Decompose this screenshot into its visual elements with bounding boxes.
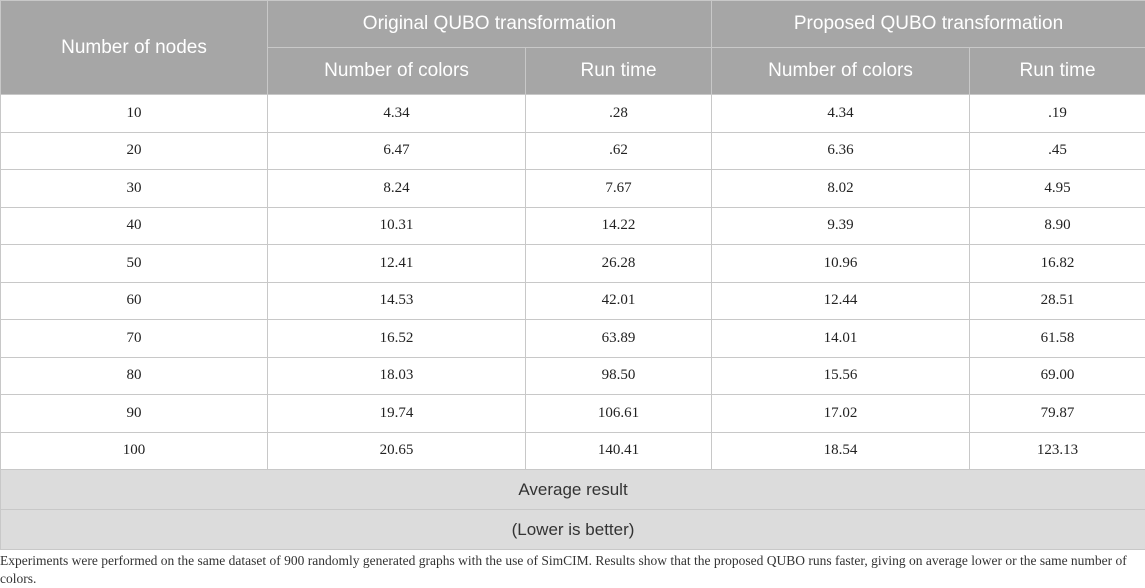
table-footnote: Experiments were performed on the same d… xyxy=(0,553,1127,586)
results-table: Number of nodes Original QUBO transforma… xyxy=(0,0,1145,550)
cell-proposed-colors: 12.44 xyxy=(711,281,971,320)
cell-proposed-colors: 9.39 xyxy=(711,206,971,245)
cell-proposed-colors: 6.36 xyxy=(711,131,971,170)
header-proposed-runtime: Run time xyxy=(969,47,1145,95)
cell-proposed-colors: 4.34 xyxy=(711,94,971,133)
table-body: 10 4.34.28 4.34.19 20 6.47.62 6.36.45 30 8.24 7.… xyxy=(0,94,1145,470)
cell-nodes: 50 xyxy=(0,244,268,283)
header-row-metrics: Number of colors Run time Number of colo… xyxy=(1,47,1145,95)
table-row: 30 8.24 7.67 8.02 4.95 xyxy=(0,169,1145,208)
table-row: 40 10.31 14.22 9.39 8.90 xyxy=(0,206,1145,245)
lower-is-better-note: (Lower is better) xyxy=(0,509,1145,550)
cell-proposed-runtime: 123.13 xyxy=(969,431,1145,470)
cell-original-runtime: 140.41 xyxy=(524,431,713,470)
cell-proposed-runtime: 28.51 xyxy=(969,281,1145,320)
cell-original-runtime: .28 xyxy=(524,94,713,133)
cell-proposed-runtime: .45 xyxy=(969,131,1145,170)
cell-proposed-runtime: 69.00 xyxy=(969,356,1145,395)
table-row: 70 16.52 63.89 14.01 61.58 xyxy=(0,319,1145,358)
cell-nodes: 30 xyxy=(0,169,268,208)
cell-proposed-colors: 8.02 xyxy=(711,169,971,208)
cell-original-colors: 18.03 xyxy=(267,356,526,395)
header-original-colors: Number of colors xyxy=(267,47,526,95)
cell-original-runtime: 98.50 xyxy=(524,356,713,395)
average-result-label: Average result xyxy=(0,469,1145,510)
cell-original-colors: 14.53 xyxy=(267,281,526,320)
cell-nodes: 10 xyxy=(0,94,268,133)
table-header: Number of nodes Original QUBO transforma… xyxy=(0,0,1145,95)
cell-proposed-runtime: 4.95 xyxy=(969,169,1145,208)
cell-original-runtime: 106.61 xyxy=(524,394,713,433)
table-row: 80 18.03 98.50 15.56 69.00 xyxy=(0,356,1145,395)
cell-original-colors: 16.52 xyxy=(267,319,526,358)
header-number-of-nodes: Number of nodes xyxy=(0,0,268,95)
table-summary: Average result (Lower is better) xyxy=(0,469,1145,550)
table-row: 90 19.74 106.61 17.02 79.87 xyxy=(0,394,1145,433)
header-row-groups: Number of nodes Original QUBO transforma… xyxy=(0,0,1145,95)
cell-proposed-runtime: .19 xyxy=(969,94,1145,133)
table-row: 20 6.47.62 6.36.45 xyxy=(0,131,1145,170)
cell-original-colors: 12.41 xyxy=(267,244,526,283)
cell-proposed-colors: 18.54 xyxy=(711,431,971,470)
cell-original-runtime: .62 xyxy=(524,131,713,170)
cell-original-runtime: 7.67 xyxy=(524,169,713,208)
cell-original-runtime: 42.01 xyxy=(524,281,713,320)
table-row: 50 12.41 26.28 10.96 16.82 xyxy=(0,244,1145,283)
cell-original-runtime: 14.22 xyxy=(524,206,713,245)
cell-proposed-colors: 15.56 xyxy=(711,356,971,395)
cell-nodes: 60 xyxy=(0,281,268,320)
cell-proposed-runtime: 16.82 xyxy=(969,244,1145,283)
table-row: 10 4.34.28 4.34.19 xyxy=(0,94,1145,133)
table-row: 60 14.53 42.01 12.44 28.51 xyxy=(0,281,1145,320)
header-proposed-colors: Number of colors xyxy=(711,47,971,95)
table-row: 100 20.65 140.41 18.54 123.13 xyxy=(0,431,1145,470)
cell-nodes: 80 xyxy=(0,356,268,395)
cell-proposed-runtime: 61.58 xyxy=(969,319,1145,358)
summary-row-note: (Lower is better) xyxy=(0,509,1145,550)
summary-row-average: Average result xyxy=(0,469,1145,510)
cell-proposed-runtime: 8.90 xyxy=(969,206,1145,245)
cell-original-colors: 4.34 xyxy=(267,94,526,133)
cell-original-colors: 19.74 xyxy=(267,394,526,433)
cell-original-runtime: 26.28 xyxy=(524,244,713,283)
cell-original-colors: 20.65 xyxy=(267,431,526,470)
cell-proposed-runtime: 79.87 xyxy=(969,394,1145,433)
cell-proposed-colors: 10.96 xyxy=(711,244,971,283)
header-original-runtime: Run time xyxy=(524,47,713,95)
cell-original-colors: 8.24 xyxy=(267,169,526,208)
cell-original-runtime: 63.89 xyxy=(524,319,713,358)
cell-nodes: 70 xyxy=(0,319,268,358)
cell-nodes: 90 xyxy=(0,394,268,433)
header-proposed-qubo: Proposed QUBO transformation xyxy=(711,0,1145,48)
cell-proposed-colors: 14.01 xyxy=(711,319,971,358)
cell-nodes: 40 xyxy=(0,206,268,245)
cell-original-colors: 6.47 xyxy=(267,131,526,170)
cell-nodes: 20 xyxy=(0,131,268,170)
cell-proposed-colors: 17.02 xyxy=(711,394,971,433)
cell-nodes: 100 xyxy=(0,431,268,470)
header-original-qubo: Original QUBO transformation xyxy=(266,0,713,48)
cell-original-colors: 10.31 xyxy=(267,206,526,245)
